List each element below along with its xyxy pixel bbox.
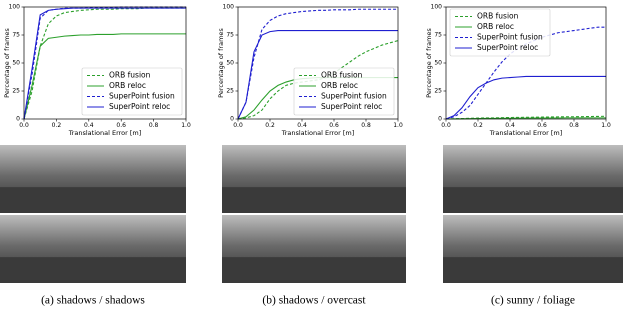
legend-label: SuperPoint fusion [109, 92, 175, 101]
y-tick-label: 100 [431, 4, 443, 11]
y-tick-label: 75 [434, 32, 442, 39]
x-tick-label: 0.8 [149, 122, 159, 129]
x-tick-label: 0.8 [569, 122, 579, 129]
x-tick-label: 0.0 [441, 122, 451, 129]
legend-label: SuperPoint fusion [477, 33, 543, 42]
x-tick-label: 0.2 [52, 122, 62, 129]
x-tick-label: 0.6 [329, 122, 339, 129]
series-line [237, 29, 398, 120]
x-tick-label: 0.4 [297, 122, 307, 129]
x-tick-label: 0.8 [361, 122, 371, 129]
series-line [23, 33, 186, 120]
series-line [237, 40, 399, 120]
legend-label: SuperPoint reloc [477, 43, 538, 52]
y-axis-label: Percentage of frames [3, 28, 11, 98]
x-tick-label: 0.0 [19, 122, 29, 129]
x-tick-label: 0.2 [265, 122, 275, 129]
y-tick-label: 50 [12, 60, 20, 67]
y-tick-label: 100 [9, 4, 21, 11]
series-line [23, 7, 186, 120]
axes-frame [23, 6, 187, 120]
y-tick-label: 100 [223, 4, 235, 11]
y-tick-label: 0 [438, 116, 442, 123]
x-tick-label: 1.0 [601, 122, 611, 129]
photo-ground [443, 257, 623, 283]
legend-label: SuperPoint reloc [321, 102, 382, 111]
y-tick-label: 25 [434, 88, 442, 95]
legend-label: ORB reloc [109, 81, 146, 90]
photo-ground [222, 187, 406, 213]
legend-box [81, 67, 183, 116]
photo-ground [0, 187, 186, 213]
x-axis-label: Translational Error [m] [281, 129, 355, 137]
x-axis-label: Translational Error [m] [489, 129, 563, 137]
legend-label: SuperPoint fusion [321, 92, 387, 101]
x-tick-label: 1.0 [181, 122, 191, 129]
caption: (c) sunny / foliage [491, 295, 575, 307]
x-tick-label: 0.6 [116, 122, 126, 129]
x-tick-label: 0.6 [537, 122, 547, 129]
legend-label: ORB reloc [321, 81, 358, 90]
y-tick-label: 50 [226, 60, 234, 67]
series-line [237, 8, 398, 120]
legend-box [293, 67, 395, 116]
legend-label: ORB fusion [109, 71, 151, 80]
y-tick-label: 0 [230, 116, 234, 123]
y-tick-label: 50 [434, 60, 442, 67]
photo-ground [0, 257, 186, 283]
x-tick-label: 0.0 [233, 122, 243, 129]
y-axis-label: Percentage of frames [425, 28, 433, 98]
x-tick-label: 0.2 [473, 122, 483, 129]
axes-frame [445, 6, 607, 120]
legend-label: SuperPoint reloc [109, 102, 170, 111]
y-axis-label: Percentage of frames [217, 28, 225, 98]
y-tick-label: 0 [16, 116, 20, 123]
y-tick-label: 25 [12, 88, 20, 95]
legend-label: ORB fusion [321, 71, 363, 80]
series-line [23, 7, 186, 120]
series-line [445, 117, 606, 120]
legend-label: ORB reloc [477, 22, 514, 31]
caption: (a) shadows / shadows [41, 295, 145, 307]
axes-frame [237, 6, 399, 120]
y-tick-label: 25 [226, 88, 234, 95]
y-tick-label: 75 [12, 32, 20, 39]
y-tick-label: 75 [226, 32, 234, 39]
legend-box [449, 8, 551, 57]
photo-ground [443, 187, 623, 213]
photo-ground [222, 257, 406, 283]
x-tick-label: 0.4 [84, 122, 94, 129]
x-axis-label: Translational Error [m] [68, 129, 142, 137]
x-tick-label: 0.4 [505, 122, 515, 129]
x-tick-label: 1.0 [393, 122, 403, 129]
series-line [445, 75, 606, 120]
legend-label: ORB fusion [477, 12, 519, 21]
caption: (b) shadows / overcast [262, 295, 366, 307]
